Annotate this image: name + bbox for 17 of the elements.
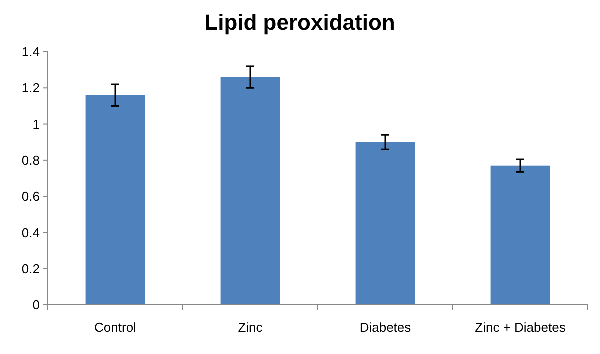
y-tick-label: 0.6 bbox=[22, 189, 40, 204]
x-tick-label: Zinc bbox=[238, 320, 264, 335]
bar bbox=[86, 95, 146, 305]
bar bbox=[220, 77, 280, 305]
y-tick-label: 0.2 bbox=[22, 261, 40, 276]
bar bbox=[356, 142, 416, 305]
y-tick-label: 0.8 bbox=[22, 152, 40, 168]
y-tick-label: 1.4 bbox=[22, 44, 40, 60]
y-tick-label: 0 bbox=[32, 298, 40, 313]
y-tick-label: 1.2 bbox=[22, 80, 40, 96]
y-tick-label: 1 bbox=[32, 116, 40, 132]
x-tick-label: Diabetes bbox=[360, 320, 412, 335]
chart-title: Lipid peroxidation bbox=[204, 10, 396, 35]
x-tick-label: Zinc + Diabetes bbox=[475, 320, 566, 335]
x-tick-label: Control bbox=[94, 320, 137, 335]
bar bbox=[490, 166, 550, 305]
y-tick-label: 0.4 bbox=[22, 225, 40, 240]
